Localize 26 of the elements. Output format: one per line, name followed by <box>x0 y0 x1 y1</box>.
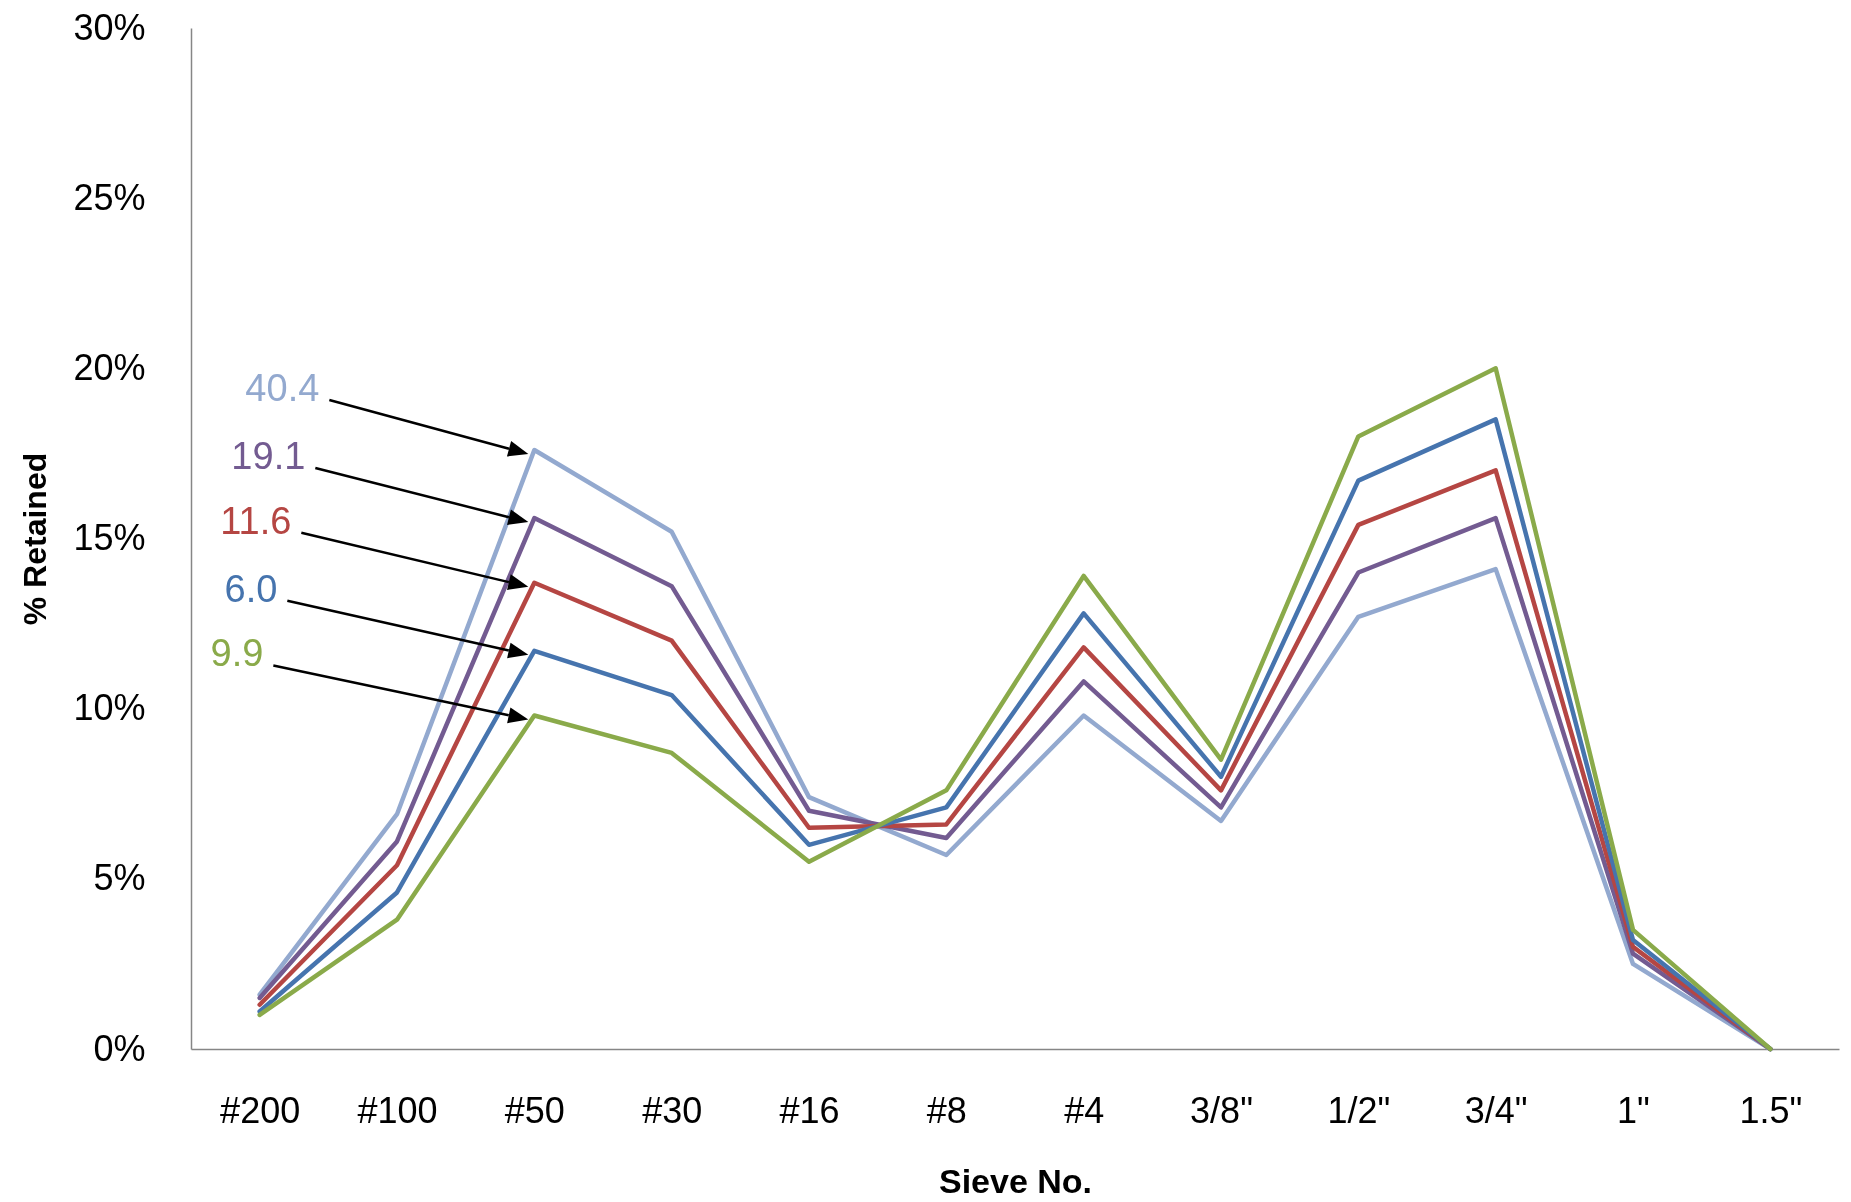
x-tick-label: #200 <box>220 1089 301 1131</box>
x-tick-label: #30 <box>642 1089 703 1131</box>
text: 11.6 <box>220 499 292 542</box>
x-tick-label: 1" <box>1617 1089 1650 1131</box>
y-tick-label: 20% <box>73 346 146 388</box>
y-axis-title: % Retained <box>16 452 53 626</box>
x-tick-label: #100 <box>357 1089 438 1131</box>
x-tick-label: #4 <box>1064 1089 1105 1131</box>
x-tick-label: #16 <box>779 1089 840 1131</box>
y-tick-label: 0% <box>93 1027 146 1069</box>
text: 6.0 <box>224 567 278 610</box>
y-tick-label: 10% <box>73 687 146 729</box>
x-axis-title: Sieve No. <box>938 1161 1093 1200</box>
x-tick-label: 1/2" <box>1327 1089 1391 1131</box>
y-tick-label: 5% <box>93 857 146 899</box>
x-tick-label: 1.5" <box>1739 1089 1803 1131</box>
y-tick-label: 15% <box>73 517 146 558</box>
y-tick-label: 25% <box>73 176 146 218</box>
x-tick-label: 3/4" <box>1464 1089 1528 1131</box>
text: 9.9 <box>210 632 264 675</box>
text: 19.1 <box>231 435 306 478</box>
x-tick-label: #50 <box>504 1089 565 1131</box>
x-tick-label: #8 <box>926 1089 967 1131</box>
x-tick-label: 3/8" <box>1190 1089 1253 1131</box>
text: 40.4 <box>245 367 320 410</box>
y-tick-label: 30% <box>73 6 146 48</box>
